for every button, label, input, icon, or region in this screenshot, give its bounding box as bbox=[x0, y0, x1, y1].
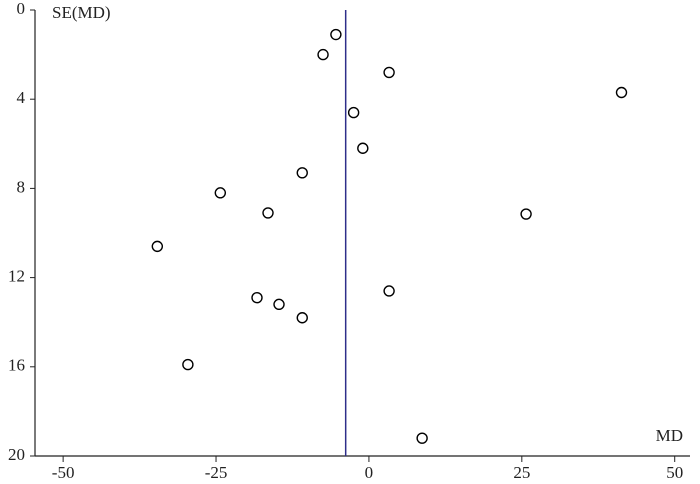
point bbox=[615, 86, 628, 99]
x-tick-label: -25 bbox=[205, 463, 228, 482]
y-tick-label: 16 bbox=[8, 356, 25, 375]
point bbox=[357, 142, 369, 154]
point bbox=[182, 358, 194, 371]
y-tick-label: 20 bbox=[8, 445, 25, 464]
point bbox=[416, 432, 428, 444]
y-tick-label: 8 bbox=[17, 177, 26, 196]
point bbox=[251, 291, 263, 304]
point bbox=[347, 106, 360, 119]
point bbox=[214, 187, 227, 199]
point bbox=[383, 66, 395, 79]
y-axis-label: SE(MD) bbox=[52, 3, 111, 22]
x-tick-label: 50 bbox=[666, 463, 683, 482]
point bbox=[273, 298, 285, 311]
x-tick-label: 0 bbox=[365, 463, 374, 482]
point bbox=[151, 240, 164, 253]
x-axis-label: MD bbox=[656, 426, 683, 445]
point bbox=[317, 48, 329, 61]
point bbox=[383, 285, 395, 297]
x-tick-label: 25 bbox=[513, 463, 530, 482]
point bbox=[296, 167, 308, 179]
point bbox=[262, 207, 274, 219]
point bbox=[296, 312, 308, 324]
y-tick-label: 0 bbox=[17, 0, 26, 18]
point bbox=[520, 208, 532, 220]
x-tick-label: -50 bbox=[52, 463, 75, 482]
y-tick-label: 12 bbox=[8, 267, 25, 286]
point bbox=[330, 28, 342, 41]
y-tick-label: 4 bbox=[17, 88, 26, 107]
